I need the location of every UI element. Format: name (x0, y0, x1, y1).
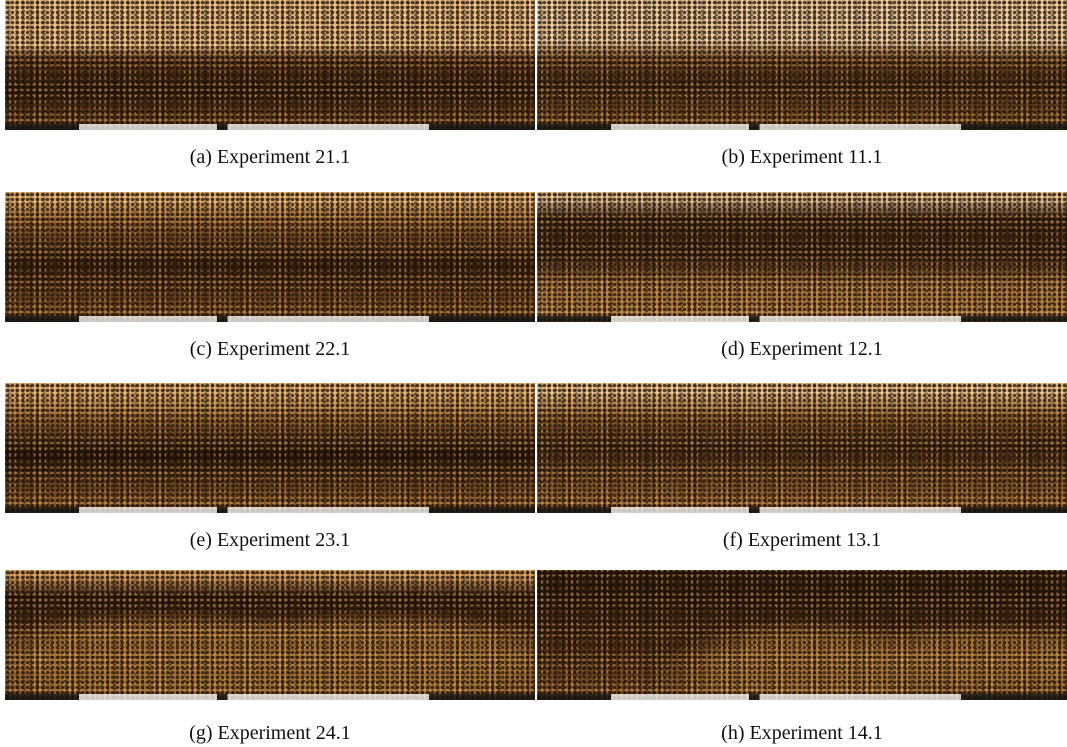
subfigure: (a) Experiment 21.1 (5, 0, 535, 169)
caption: (a) Experiment 21.1 (5, 146, 535, 169)
photo (537, 570, 1067, 700)
caption: (d) Experiment 12.1 (537, 338, 1067, 361)
caption: (e) Experiment 23.1 (5, 529, 535, 552)
caption: (g) Experiment 24.1 (5, 722, 535, 745)
photo (5, 0, 535, 130)
caption-text: Experiment 14.1 (750, 722, 883, 744)
caption-text: Experiment 24.1 (218, 722, 351, 744)
subfigure: (f) Experiment 13.1 (537, 383, 1067, 552)
subfigure-label: (e) (190, 529, 212, 551)
caption-text: Experiment 22.1 (217, 338, 350, 360)
subfigure: (g) Experiment 24.1 (5, 570, 535, 745)
caption: (b) Experiment 11.1 (537, 146, 1067, 169)
caption-text: Experiment 21.1 (217, 146, 350, 168)
caption-text: Experiment 11.1 (750, 146, 883, 168)
caption: (c) Experiment 22.1 (5, 338, 535, 361)
figure-grid: (a) Experiment 21.1 (b) Experiment 11.1 … (0, 0, 1067, 747)
caption: (f) Experiment 13.1 (537, 529, 1067, 552)
photo (5, 570, 535, 700)
subfigure-label: (a) (190, 146, 212, 168)
subfigure: (d) Experiment 12.1 (537, 192, 1067, 361)
subfigure-label: (c) (190, 338, 212, 360)
page: {"figures": [ {"label": "(a)", "caption"… (0, 0, 1067, 747)
caption: (h) Experiment 14.1 (537, 722, 1067, 745)
photo (5, 192, 535, 322)
caption-text: Experiment 13.1 (748, 529, 881, 551)
caption-text: Experiment 12.1 (750, 338, 883, 360)
photo (537, 192, 1067, 322)
subfigure-label: (h) (721, 722, 744, 744)
photo (5, 383, 535, 513)
subfigure: (h) Experiment 14.1 (537, 570, 1067, 745)
subfigure: (b) Experiment 11.1 (537, 0, 1067, 169)
subfigure-label: (g) (189, 722, 212, 744)
subfigure: (e) Experiment 23.1 (5, 383, 535, 552)
caption-text: Experiment 23.1 (217, 529, 350, 551)
photo (537, 0, 1067, 130)
subfigure: (c) Experiment 22.1 (5, 192, 535, 361)
subfigure-label: (b) (722, 146, 745, 168)
subfigure-label: (f) (723, 529, 743, 551)
photo (537, 383, 1067, 513)
subfigure-label: (d) (721, 338, 744, 360)
